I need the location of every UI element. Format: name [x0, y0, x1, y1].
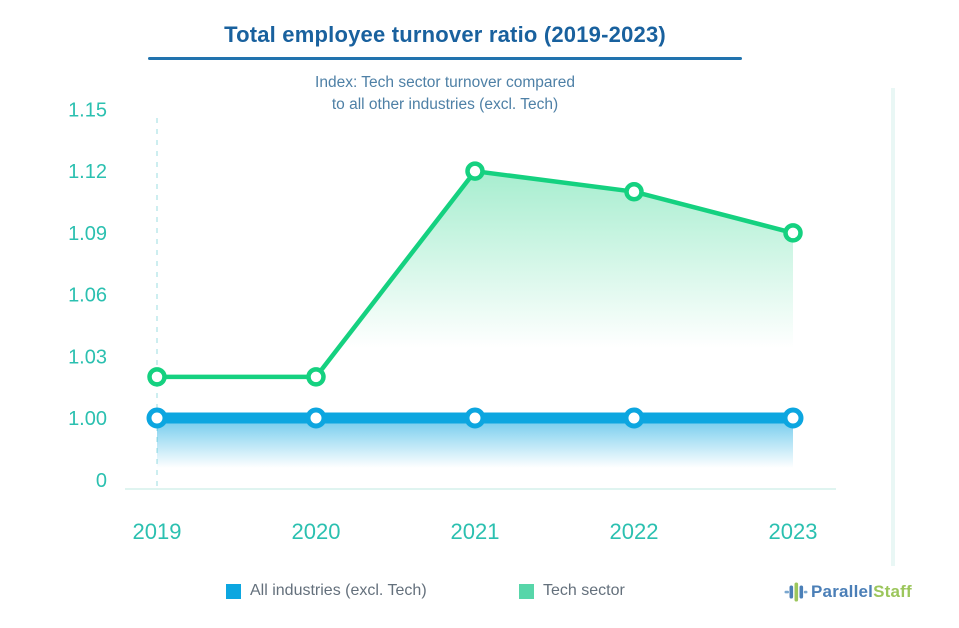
chart-subtitle-line1: Index: Tech sector turnover compared [315, 74, 575, 91]
x-axis-tick-label: 2022 [610, 519, 659, 544]
parallelstaff-logo-icon [784, 582, 808, 602]
y-axis-tick-label: 0 [96, 470, 107, 492]
y-axis-tick-label: 1.03 [68, 346, 107, 368]
all-industries-data-point [464, 407, 486, 429]
line-chart: 1.15 1.12 1.09 1.06 1.03 1.00 0 2019 2020 2021 202… [68, 88, 895, 566]
y-axis-tick-label: 1.15 [68, 99, 107, 121]
plot-area: 1.15 1.12 1.09 1.06 1.03 1.00 0 2019 2020 2021 202… [68, 99, 817, 544]
tech-sector-data-point [624, 181, 644, 202]
chart-subtitle-line2: to all other industries (excl. Tech) [331, 96, 559, 113]
chart-subtitle: Index: Tech sector turnover compared to … [148, 72, 742, 116]
all-industries-data-point [305, 407, 327, 429]
tech-sector-data-point [306, 367, 326, 387]
x-axis-tick-label: 2019 [133, 519, 182, 544]
logo-wordmark: ParallelStaff [811, 582, 912, 601]
legend-label-tech-sector: Tech sector [543, 582, 625, 599]
tech-sector-swatch [519, 583, 534, 599]
all-industries-swatch [226, 583, 241, 599]
all-industries-data-point [782, 407, 804, 429]
y-axis-tick-label: 1.00 [68, 408, 107, 430]
tech-sector-data-point [783, 223, 803, 243]
legend-item-tech-sector: Tech sector [519, 582, 625, 600]
parallelstaff-logo: ParallelStaff [784, 580, 912, 604]
y-axis-tick-label: 1.09 [68, 223, 107, 245]
x-axis-tick-label: 2020 [292, 519, 341, 544]
x-axis-tick-label: 2023 [769, 519, 818, 544]
y-axis-tick-label: 1.06 [68, 285, 107, 307]
x-axis-tick-label: 2021 [451, 519, 500, 544]
tech-sector-data-point [147, 367, 167, 387]
legend-item-all-industries: All industries (excl. Tech) [226, 582, 427, 600]
y-axis-tick-label: 1.12 [68, 161, 107, 183]
legend-label-all-industries: All industries (excl. Tech) [250, 582, 427, 599]
tech-sector-area-fill [157, 171, 793, 430]
all-industries-area-fill [157, 422, 793, 468]
page-title: Total employee turnover ratio (2019-2023… [224, 22, 666, 47]
all-industries-data-point [146, 407, 168, 429]
tech-sector-data-point [465, 161, 485, 181]
all-industries-data-point [623, 407, 645, 429]
chart-header: Total employee turnover ratio (2019-2023… [148, 22, 742, 116]
title-underline [148, 57, 742, 60]
